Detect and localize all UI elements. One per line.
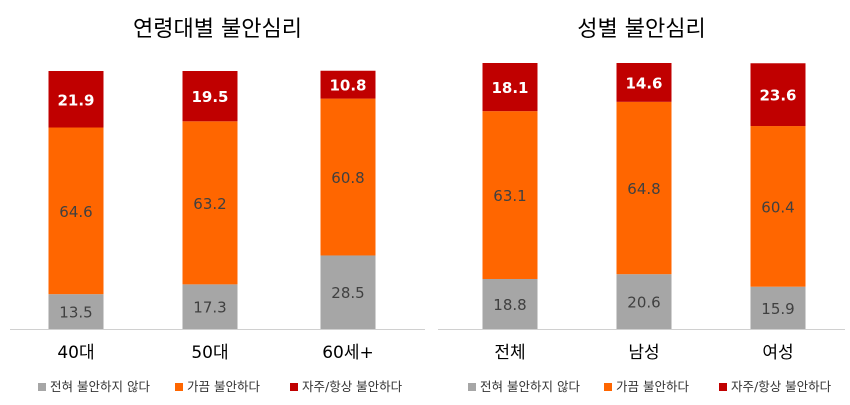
data-label: 64.8 <box>627 180 660 198</box>
bar-segment <box>750 63 806 127</box>
data-label: 21.9 <box>57 91 94 109</box>
data-label: 63.1 <box>493 187 526 205</box>
data-label: 13.5 <box>59 304 92 322</box>
bar-segment <box>482 63 538 112</box>
legend-label: 가끔 불안하다 <box>616 379 689 394</box>
data-label: 63.2 <box>193 195 226 213</box>
category-label: 남성 <box>628 343 659 363</box>
legend-swatch <box>175 383 183 391</box>
legend: 전혀 불안하지 않다 가끔 불안하다 자주/항상 불안하다 <box>468 379 832 394</box>
legend-label: 자주/항상 불안하다 <box>731 379 832 394</box>
legend-swatch <box>719 383 727 391</box>
bar-segment <box>616 63 672 102</box>
data-label: 60.8 <box>331 169 364 187</box>
category-label: 40대 <box>57 343 94 363</box>
legend-swatch <box>604 383 612 391</box>
category-label: 50대 <box>191 343 228 363</box>
bar-segment <box>320 70 376 99</box>
data-label: 64.6 <box>59 203 92 221</box>
bar-segment <box>48 71 104 128</box>
bar-segment <box>48 294 104 329</box>
bar-segment <box>750 286 806 329</box>
data-label: 20.6 <box>627 294 660 312</box>
chart-panel-0: 연령대별 불안심리 13.5 64.6 21.9 40대 17.3 63.2 19.5 50대 2… <box>10 17 425 394</box>
bar-segment <box>182 121 238 285</box>
chart-title: 연령대별 불안심리 <box>133 17 302 42</box>
bar-segment <box>482 278 538 329</box>
legend-swatch <box>38 383 46 391</box>
category-label: 여성 <box>762 343 793 363</box>
chart-panel-1: 성별 불안심리 18.8 63.1 18.1 전체 20.6 64.8 14.6 남성 15.9 6… <box>438 17 845 394</box>
bar-segment <box>750 126 806 287</box>
legend-label: 자주/항상 불안하다 <box>302 379 403 394</box>
data-label: 19.5 <box>191 88 228 106</box>
legend-label: 전혀 불안하지 않다 <box>50 379 150 394</box>
bar-segment <box>616 101 672 275</box>
data-label: 14.6 <box>625 74 662 92</box>
data-label: 60.4 <box>761 198 794 216</box>
legend: 전혀 불안하지 않다 가끔 불안하다 자주/항상 불안하다 <box>38 379 403 394</box>
bar-segment <box>482 111 538 279</box>
bar-segment <box>616 274 672 329</box>
legend-swatch <box>468 383 476 391</box>
data-label: 18.1 <box>491 79 528 97</box>
bar-segment <box>182 71 238 122</box>
data-label: 18.8 <box>493 296 526 314</box>
bar-segment <box>320 255 376 329</box>
legend-swatch <box>290 383 298 391</box>
data-label: 10.8 <box>329 77 366 95</box>
legend-label: 전혀 불안하지 않다 <box>480 379 580 394</box>
bar-segment <box>320 98 376 256</box>
category-label: 전체 <box>494 343 525 363</box>
category-label: 60세+ <box>322 343 374 363</box>
legend-label: 가끔 불안하다 <box>187 379 260 394</box>
chart-title: 성별 불안심리 <box>577 17 705 42</box>
data-label: 17.3 <box>193 299 226 317</box>
bar-segment <box>182 284 238 329</box>
data-label: 15.9 <box>761 300 794 318</box>
bar-segment <box>48 127 104 295</box>
data-label: 23.6 <box>759 87 796 105</box>
data-label: 28.5 <box>331 284 364 302</box>
